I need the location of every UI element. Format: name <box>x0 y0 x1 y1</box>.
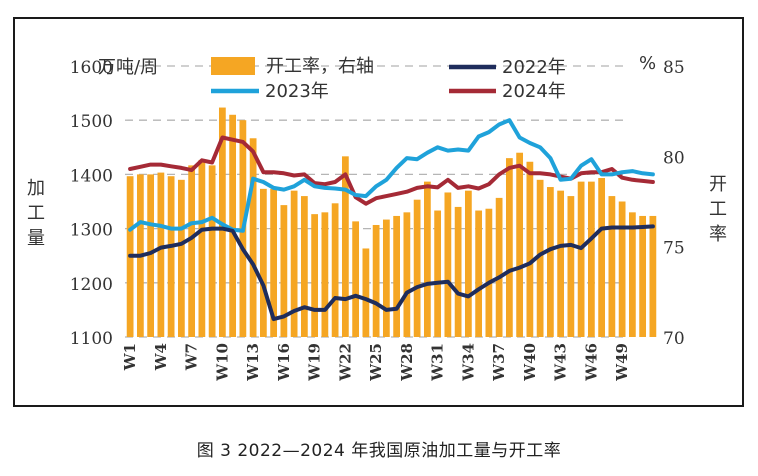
bar <box>516 152 524 337</box>
bar <box>495 197 503 337</box>
left-tick-label: 1200 <box>70 275 113 295</box>
right-tick-label: 75 <box>663 239 685 259</box>
x-tick-label: W10 <box>213 343 231 382</box>
bar <box>188 165 196 337</box>
right-axis-label: 开工率 <box>709 174 727 245</box>
bar <box>423 181 431 337</box>
bar-series-utilization <box>126 107 657 337</box>
bar <box>177 179 185 337</box>
bar <box>536 179 544 337</box>
x-axis-ticks: W1 W4 W7 W10 W13 W16 W19 W22 W25 W28 W31 W34 W37 W40 W… <box>121 343 631 382</box>
bar <box>311 214 319 337</box>
left-tick-label: 1500 <box>70 112 113 132</box>
bar <box>270 188 278 337</box>
x-tick-label: W16 <box>275 343 293 382</box>
chart-svg: 1100 1200 1300 1400 1500 1600 70 75 80 85 W1 W4 W7… <box>27 53 727 382</box>
right-tick-label: 85 <box>663 58 685 78</box>
bar <box>485 208 493 337</box>
x-tick-label: W22 <box>336 343 354 382</box>
bar <box>618 201 626 337</box>
bar <box>372 224 380 337</box>
bar <box>352 221 360 337</box>
bar <box>557 190 565 337</box>
series-line-2024 <box>128 135 655 206</box>
x-tick-label: W19 <box>306 343 324 382</box>
bar <box>321 212 329 337</box>
x-tick-label: W25 <box>367 343 385 382</box>
x-tick-label: W43 <box>552 343 570 382</box>
bar <box>382 219 390 337</box>
bar <box>505 158 513 337</box>
x-tick-label: W13 <box>244 343 262 382</box>
bar <box>229 114 237 337</box>
bar <box>587 181 595 337</box>
right-tick-label: 80 <box>663 148 685 168</box>
legend: 开工率，右轴 2022年 2023年 2024年 <box>211 56 566 102</box>
left-tick-label: 1600 <box>70 58 113 78</box>
bar <box>331 203 339 337</box>
bar <box>475 210 483 337</box>
bar <box>577 181 585 337</box>
bar <box>208 165 216 337</box>
legend-label-2024: 2024年 <box>502 81 566 102</box>
bar <box>249 138 257 337</box>
bar <box>526 161 534 337</box>
x-tick-label: W4 <box>152 343 170 371</box>
x-tick-label: W46 <box>582 343 600 382</box>
bar <box>444 192 452 337</box>
legend-swatch-bar <box>211 57 255 75</box>
bar <box>454 206 462 337</box>
bar <box>198 159 206 337</box>
figure-caption: 图 3 2022—2024 年我国原油加工量与开工率 <box>196 441 562 461</box>
bar <box>157 172 165 337</box>
left-tick-label: 1100 <box>70 329 113 349</box>
bar <box>280 205 288 337</box>
left-tick-label: 1300 <box>70 221 113 241</box>
bar <box>341 156 349 337</box>
chart-frame: 1100 1200 1300 1400 1500 1600 70 75 80 85 W1 W4 W7… <box>13 17 744 407</box>
left-axis-ticks: 1100 1200 1300 1400 1500 1600 <box>70 58 113 349</box>
bar <box>362 248 370 337</box>
x-tick-label: W49 <box>613 343 631 382</box>
bar <box>393 215 401 337</box>
x-tick-label: W7 <box>183 343 201 371</box>
left-axis-unit: 万吨/周 <box>98 57 158 78</box>
bar <box>464 190 472 337</box>
series-line-2023 <box>128 118 655 233</box>
left-axis-label: 加工量 <box>27 178 45 249</box>
bar <box>290 190 298 337</box>
bar <box>628 212 636 337</box>
bar <box>598 178 606 337</box>
bar <box>403 212 411 337</box>
x-tick-label: W28 <box>398 343 416 382</box>
right-axis-ticks: 70 75 80 85 <box>663 58 685 349</box>
bar <box>546 187 554 337</box>
bar <box>147 174 155 337</box>
bar <box>434 210 442 337</box>
right-tick-label: 70 <box>663 329 685 349</box>
x-tick-label: W37 <box>490 343 508 382</box>
x-tick-label: W40 <box>521 343 539 382</box>
line-series-group <box>128 118 655 322</box>
bar <box>649 215 657 337</box>
right-axis-unit: % <box>639 53 656 74</box>
series-line-2022 <box>128 224 655 322</box>
legend-label-2022: 2022年 <box>502 57 566 78</box>
bar <box>639 215 647 337</box>
bar <box>413 199 421 337</box>
bar <box>300 196 308 337</box>
bar <box>567 196 575 337</box>
bar <box>608 196 616 337</box>
left-tick-label: 1400 <box>70 166 113 186</box>
x-tick-label: W1 <box>121 343 139 371</box>
x-tick-label: W34 <box>459 343 477 382</box>
bar <box>167 176 175 337</box>
x-tick-label: W31 <box>429 343 447 382</box>
legend-label-bar: 开工率，右轴 <box>266 56 374 77</box>
bar <box>259 188 267 337</box>
legend-label-2023: 2023年 <box>265 81 329 102</box>
